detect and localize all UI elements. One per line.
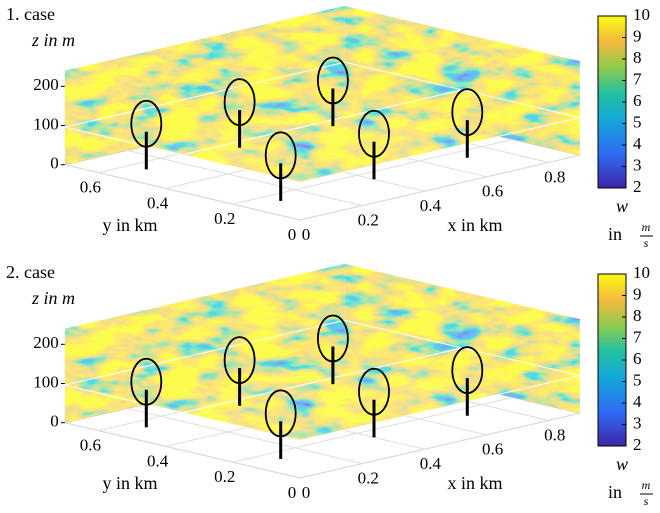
turbine-rotor xyxy=(223,336,256,385)
colorbar-tick-label: 10 xyxy=(633,5,650,24)
colorbar-tick-label: 7 xyxy=(633,327,642,346)
colorbar-tick-label: 3 xyxy=(633,413,642,432)
z-tick-label: 0 xyxy=(50,154,59,173)
colorbar-tick-label: 5 xyxy=(633,112,642,131)
y-tick-label: 0.6 xyxy=(80,436,101,455)
y-tick-label: 0 xyxy=(288,483,297,502)
slice-lower xyxy=(182,347,580,441)
colorbar xyxy=(597,15,627,189)
colorbar-tick-label: 7 xyxy=(633,69,642,88)
colorbar-unit-prefix: in xyxy=(608,482,622,502)
z-tick-label: 100 xyxy=(33,372,59,391)
colorbar-label: w xyxy=(616,454,628,474)
y-tick-label: 0.4 xyxy=(147,193,169,212)
grid-line xyxy=(299,412,581,479)
panel-title: 1. case xyxy=(6,4,55,24)
x-tick-label: 0.8 xyxy=(544,167,565,186)
y-axis-label: y in km xyxy=(102,215,157,235)
colorbar-tick-label: 6 xyxy=(633,349,642,368)
turbine-rotor xyxy=(451,346,484,395)
z-axis-label: z in m xyxy=(31,30,75,50)
colorbar-tick-label: 9 xyxy=(633,26,642,45)
colorbar-unit-numerator: m xyxy=(642,478,651,492)
x-tick-label: 0.2 xyxy=(358,469,379,488)
colorbar-unit-numerator: m xyxy=(642,220,651,234)
colorbar-tick-label: 5 xyxy=(633,370,642,389)
colorbar-tick-label: 9 xyxy=(633,284,642,303)
grid-line xyxy=(126,149,363,207)
y-axis-label: y in km xyxy=(102,473,157,493)
grid-line xyxy=(299,154,581,221)
turbine-rotor xyxy=(358,109,390,158)
panel: 0 0.2 0.4 0.6 0.8 0 0.2 0.4 0.6 0 100 200 2. case z i… xyxy=(6,262,653,508)
turbine-rotor xyxy=(316,314,349,363)
z-tick-label: 0 xyxy=(50,412,59,431)
y-tick-label: 0.2 xyxy=(214,467,235,486)
turbine-rotor xyxy=(264,389,297,438)
colorbar-unit-denominator: s xyxy=(644,236,649,250)
slice-upper xyxy=(64,320,463,413)
colorbar-tick-label: 2 xyxy=(633,177,642,196)
z-tick-label: 200 xyxy=(33,75,59,94)
grid-line xyxy=(64,164,301,221)
colorbar-tick-label: 10 xyxy=(633,263,650,282)
colorbar-tick-label: 8 xyxy=(633,306,642,325)
panel: 0 0.2 0.4 0.6 0.8 0 0.2 0.4 0.6 0 100 200 1. case z i… xyxy=(6,4,653,250)
x-tick-label: 0.2 xyxy=(358,211,379,230)
colorbar-tick-label: 4 xyxy=(633,134,642,153)
turbine-rotor xyxy=(130,99,163,148)
colorbar xyxy=(597,273,627,447)
x-axis-label: x in km xyxy=(447,215,502,235)
x-axis-label: x in km xyxy=(447,473,502,493)
slice-upper xyxy=(64,62,463,155)
colorbar-label: w xyxy=(616,196,628,216)
z-tick-label: 100 xyxy=(33,114,59,133)
z-axis-label: z in m xyxy=(31,288,75,308)
colorbar-tick-label: 6 xyxy=(633,91,642,110)
turbine-rotor xyxy=(451,88,484,137)
grid-line xyxy=(126,407,363,465)
turbine-rotor xyxy=(316,56,349,105)
y-tick-label: 0.4 xyxy=(147,451,169,470)
colorbar-tick-label: 2 xyxy=(633,435,642,454)
y-tick-label: 0.6 xyxy=(80,178,101,197)
turbine-rotor xyxy=(358,367,390,416)
y-tick-label: 0.2 xyxy=(214,209,235,228)
x-tick-label: 0 xyxy=(302,225,311,244)
x-tick-label: 0.4 xyxy=(420,196,442,215)
slice-lower xyxy=(182,89,580,183)
x-tick-label: 0.4 xyxy=(420,454,442,473)
y-tick-label: 0 xyxy=(288,225,297,244)
colorbar-unit-denominator: s xyxy=(644,494,649,508)
colorbar-tick-label: 4 xyxy=(633,392,642,411)
turbine-rotor xyxy=(130,357,163,406)
turbine-rotor xyxy=(264,131,297,180)
colorbar-tick-label: 8 xyxy=(633,48,642,67)
x-tick-label: 0 xyxy=(302,483,311,502)
x-tick-label: 0.8 xyxy=(544,425,565,444)
x-tick-label: 0.6 xyxy=(482,182,503,201)
turbine-rotor xyxy=(223,78,256,127)
z-tick-label: 200 xyxy=(33,333,59,352)
x-tick-label: 0.6 xyxy=(482,440,503,459)
colorbar-tick-label: 3 xyxy=(633,155,642,174)
colorbar-unit-prefix: in xyxy=(608,224,622,244)
grid-line xyxy=(64,422,301,479)
panel-title: 2. case xyxy=(6,262,55,282)
